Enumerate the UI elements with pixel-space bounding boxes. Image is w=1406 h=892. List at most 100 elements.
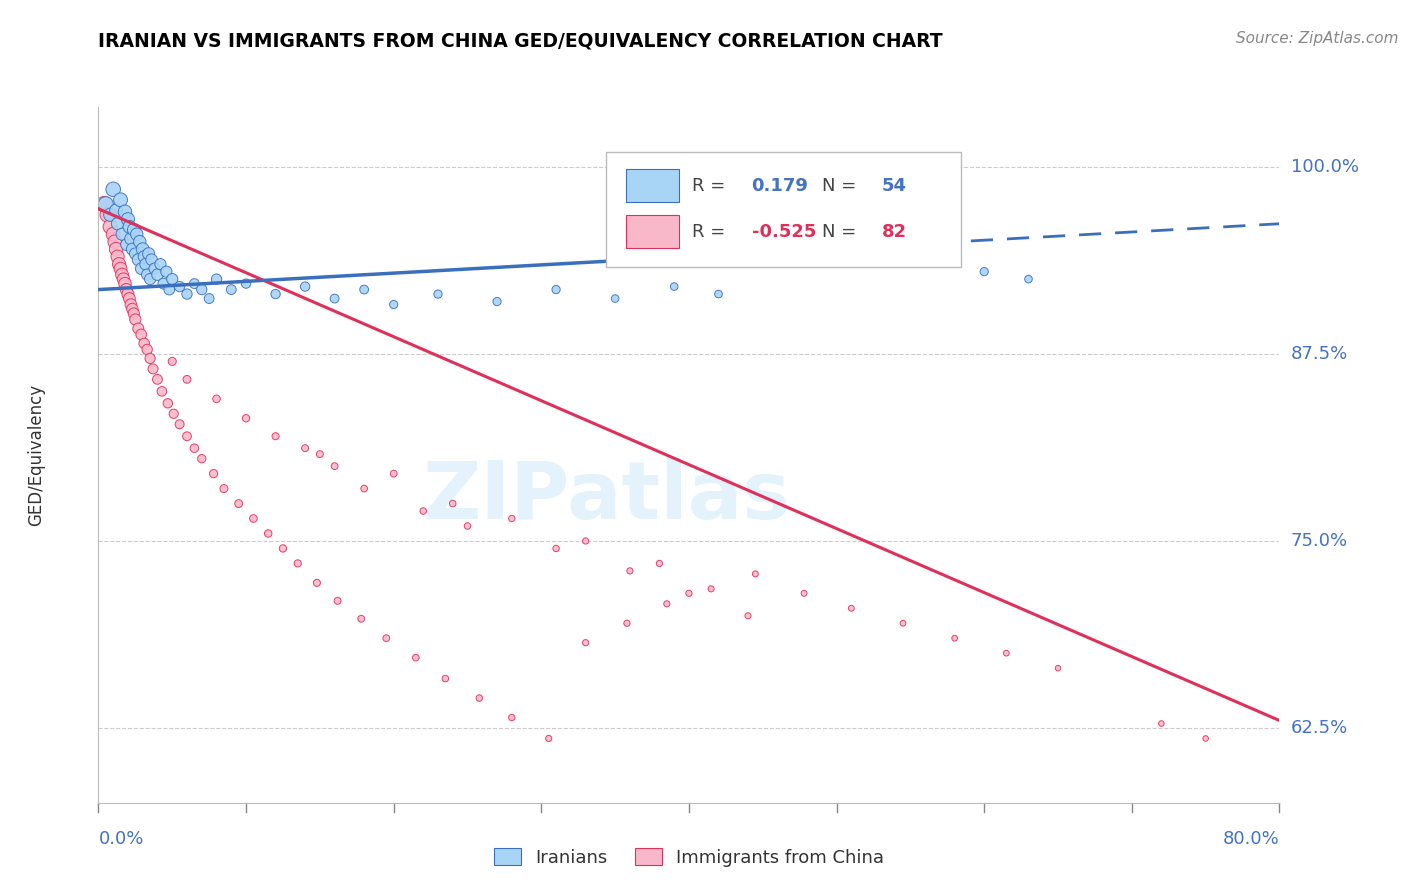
Point <box>107 250 129 264</box>
Point <box>242 511 264 525</box>
Point <box>118 219 141 234</box>
Point <box>1046 661 1069 675</box>
Point <box>162 354 183 368</box>
Point <box>136 268 159 282</box>
Point <box>228 497 250 511</box>
Point <box>309 447 332 461</box>
Point <box>544 283 567 297</box>
Point <box>96 208 118 222</box>
Text: N =: N = <box>823 223 856 241</box>
Point <box>114 204 136 219</box>
Point <box>793 586 815 600</box>
Point <box>120 232 142 246</box>
Point <box>162 272 183 286</box>
Point <box>943 631 966 645</box>
Point <box>323 459 346 474</box>
Point <box>149 257 172 271</box>
Point <box>995 646 1018 660</box>
Point <box>619 564 641 578</box>
Point <box>1017 272 1039 286</box>
Point <box>103 227 125 242</box>
Text: R =: R = <box>693 223 725 241</box>
Point <box>235 277 257 291</box>
Point <box>94 197 117 211</box>
Point <box>382 297 405 311</box>
Text: -0.525: -0.525 <box>752 223 815 241</box>
Point <box>405 650 427 665</box>
Point <box>127 252 149 267</box>
Point <box>156 396 179 410</box>
Point <box>139 272 162 286</box>
Point <box>110 193 132 207</box>
Point <box>382 467 405 481</box>
Point <box>744 566 766 581</box>
Point <box>434 672 457 686</box>
Point <box>129 327 152 342</box>
Text: 75.0%: 75.0% <box>1291 532 1348 550</box>
Point <box>501 511 523 525</box>
Point <box>486 294 509 309</box>
Point <box>134 336 156 351</box>
Point <box>176 287 198 301</box>
Point <box>605 292 627 306</box>
Point <box>456 519 478 533</box>
Point <box>648 557 671 571</box>
Bar <box>626 169 679 202</box>
Point <box>138 246 160 260</box>
Text: 54: 54 <box>882 177 907 194</box>
Point <box>574 533 596 548</box>
Point <box>118 292 141 306</box>
Point <box>1195 731 1218 746</box>
Point <box>202 467 225 481</box>
Point <box>427 287 450 301</box>
Point <box>125 227 148 242</box>
Point <box>143 261 166 276</box>
Text: 0.179: 0.179 <box>752 177 808 194</box>
Point <box>655 597 678 611</box>
Point <box>108 257 131 271</box>
Point <box>264 429 287 443</box>
Point <box>219 283 242 297</box>
Point <box>323 292 346 306</box>
Point <box>326 594 349 608</box>
Point <box>198 292 221 306</box>
Point <box>664 279 686 293</box>
Point <box>271 541 294 556</box>
Point <box>191 451 214 466</box>
Point <box>152 277 174 291</box>
Point <box>176 429 198 443</box>
Point <box>110 261 132 276</box>
Point <box>353 283 375 297</box>
Point <box>305 575 328 590</box>
Point <box>135 257 157 271</box>
Point <box>111 227 134 242</box>
Point <box>122 306 145 320</box>
Point <box>114 277 136 291</box>
Point <box>212 482 235 496</box>
Point <box>150 384 173 399</box>
Point <box>115 283 138 297</box>
Point <box>169 417 191 432</box>
Point <box>124 246 146 260</box>
Text: 0.0%: 0.0% <box>98 830 143 847</box>
Point <box>98 208 121 222</box>
Point <box>616 616 638 631</box>
Point <box>103 182 125 196</box>
Point <box>468 691 491 706</box>
Point <box>176 372 198 386</box>
FancyBboxPatch shape <box>606 153 960 267</box>
Point <box>121 301 143 316</box>
Point <box>107 217 129 231</box>
Point <box>1150 716 1173 731</box>
Point <box>205 392 228 406</box>
Point <box>264 287 287 301</box>
Point <box>707 287 730 301</box>
Point <box>132 242 155 256</box>
Legend: Iranians, Immigrants from China: Iranians, Immigrants from China <box>486 840 891 874</box>
Text: 100.0%: 100.0% <box>1291 158 1358 176</box>
Point <box>129 261 152 276</box>
Text: 82: 82 <box>882 223 907 241</box>
Point <box>157 283 180 297</box>
Point <box>124 312 146 326</box>
Point <box>134 250 156 264</box>
